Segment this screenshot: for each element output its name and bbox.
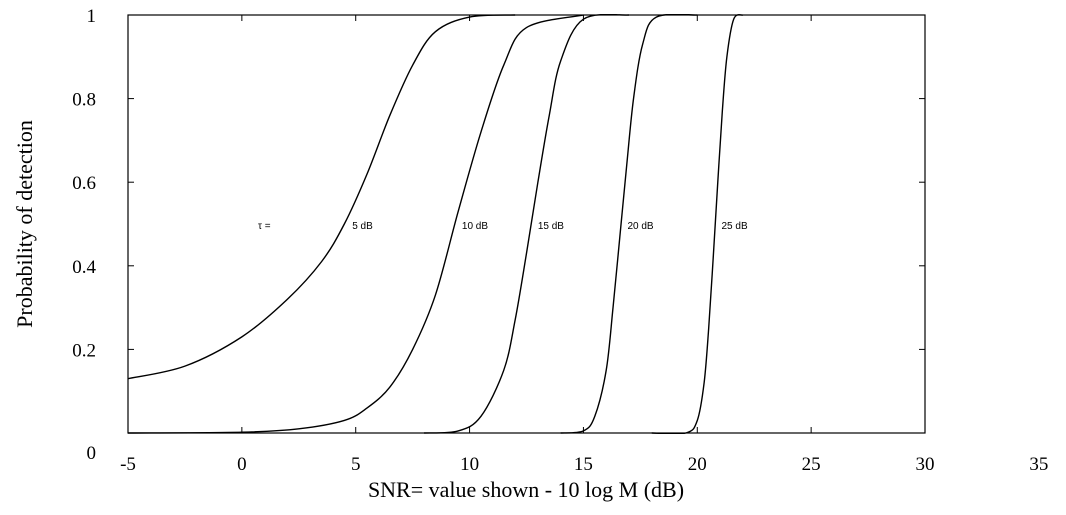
x-tick-label: 20 <box>688 454 707 475</box>
x-tick-label: 25 <box>802 454 821 475</box>
curve-3 <box>423 14 630 434</box>
x-tick-label: 10 <box>460 454 479 475</box>
y-tick-label: 1 <box>87 6 97 27</box>
curve-1 <box>128 14 516 380</box>
x-tick-labels: -5 0 5 10 15 20 25 30 35 <box>120 454 1048 475</box>
curve-labels: 5 dB 10 dB 15 dB 20 dB 25 dB <box>352 221 748 232</box>
axis-ticks <box>127 14 926 434</box>
y-tick-labels: 0 0.2 0.4 0.6 0.8 1 <box>72 6 96 464</box>
y-tick-label: 0 <box>87 443 97 464</box>
curve-label: 25 dB <box>722 221 748 232</box>
y-tick-label: 0.8 <box>72 90 96 111</box>
curve-label: 5 dB <box>352 221 373 232</box>
y-tick-label: 0.4 <box>72 257 96 278</box>
curve-label: 15 dB <box>538 221 564 232</box>
curves <box>128 14 744 434</box>
curve-label: 20 dB <box>627 221 653 232</box>
x-axis-title: SNR= value shown - 10 log M (dB) <box>368 477 684 502</box>
y-tick-label: 0.6 <box>72 173 96 194</box>
curve-4 <box>560 14 698 434</box>
x-tick-label: 35 <box>1029 454 1048 475</box>
x-tick-label: 15 <box>574 454 593 475</box>
x-tick-label: -5 <box>120 454 136 475</box>
curve-5 <box>651 14 744 434</box>
x-tick-label: 5 <box>351 454 361 475</box>
curve-2 <box>128 14 584 434</box>
plot-frame <box>127 14 926 434</box>
y-tick-label: 0.2 <box>72 340 96 361</box>
curve-label: 10 dB <box>462 221 488 232</box>
y-axis-title: Probability of detection <box>12 120 37 328</box>
x-tick-label: 0 <box>237 454 247 475</box>
tau-label: τ = <box>258 221 271 232</box>
x-tick-label: 30 <box>916 454 935 475</box>
